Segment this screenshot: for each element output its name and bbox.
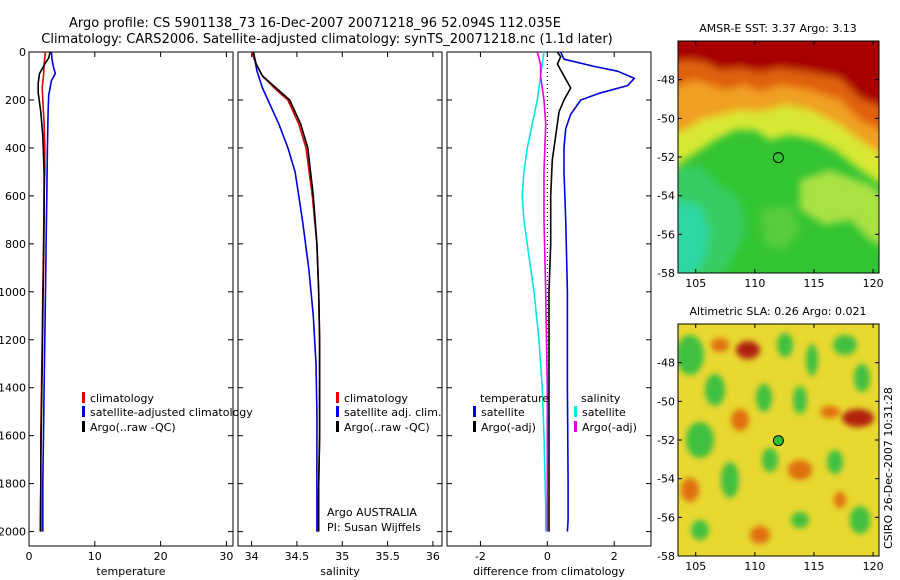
x-tick-label: 0 bbox=[544, 550, 551, 563]
map-x-tick-label: 110 bbox=[744, 560, 765, 573]
series-line-1 bbox=[548, 51, 572, 532]
sla-heat-field bbox=[678, 333, 874, 544]
sst-map-axes: 105 110 115 120 -48 -50 -52 -54 -56 -58 bbox=[657, 41, 884, 290]
salinity-panel: 34 34.5 35 35.5 36 salinity climatologysatelli… bbox=[237, 51, 443, 578]
legend-swatch bbox=[574, 421, 577, 432]
x-tick-label: -2 bbox=[475, 550, 486, 563]
x-tick-label: 36 bbox=[426, 550, 440, 563]
sla-argo-marker bbox=[772, 435, 784, 447]
x-tick-label: 34.5 bbox=[285, 550, 310, 563]
x-tick-label: 35.5 bbox=[375, 550, 400, 563]
timestamp-label: CSIRO 26-Dec-2007 10:31:28 bbox=[882, 387, 895, 549]
y-tick-label: 400 bbox=[5, 142, 26, 155]
legend-heading-salinity: salinity bbox=[581, 392, 621, 405]
series-line-2 bbox=[252, 51, 321, 532]
legend-swatch bbox=[82, 392, 85, 403]
plot-frame bbox=[28, 51, 234, 547]
y-tick-label: 1000 bbox=[0, 286, 26, 299]
sst-map: AMSR-E SST: 3.37 Argo: 3.13 105 110 115 120… bbox=[657, 22, 884, 290]
y-tick-label: 0 bbox=[19, 46, 26, 59]
series-line-0 bbox=[559, 51, 636, 532]
map-y-tick-label: -50 bbox=[657, 395, 675, 408]
plot-frame bbox=[446, 51, 652, 547]
map-y-tick-label: -48 bbox=[657, 357, 675, 370]
map-x-tick-label: 120 bbox=[863, 560, 884, 573]
map-y-tick-label: -52 bbox=[657, 151, 675, 164]
legend-swatch bbox=[574, 406, 577, 417]
legend-swatch bbox=[473, 421, 476, 432]
legend-label: climatology bbox=[90, 392, 154, 405]
figure-title-line1: Argo profile: CS 5901138_73 16-Dec-2007 … bbox=[69, 16, 561, 31]
sst-heat-field bbox=[678, 41, 879, 273]
y-tick-label: 1800 bbox=[0, 478, 26, 491]
map-y-tick-label: -50 bbox=[657, 112, 675, 125]
map-x-tick-label: 110 bbox=[744, 277, 765, 290]
x-tick-label: 2 bbox=[611, 550, 618, 563]
y-tick-label: 1600 bbox=[0, 430, 26, 443]
figure-title-line2: Climatology: CARS2006. Satellite-adjuste… bbox=[41, 32, 613, 47]
x-tick-label: 34 bbox=[245, 550, 259, 563]
x-axis-label: salinity bbox=[320, 565, 360, 578]
map-y-tick-label: -54 bbox=[657, 190, 675, 203]
legend-label: Argo(-adj) bbox=[481, 421, 536, 434]
map-x-tick-label: 120 bbox=[863, 277, 884, 290]
sla-map: Altimetric SLA: 0.26 Argo: 0.021 bbox=[657, 305, 884, 573]
map-y-tick-label: -58 bbox=[657, 550, 675, 563]
map-x-tick-label: 105 bbox=[685, 277, 706, 290]
y-tick-label: 2000 bbox=[0, 526, 26, 539]
x-axis-label: temperature bbox=[96, 565, 165, 578]
x-tick-label: 30 bbox=[219, 550, 233, 563]
legend-label: Argo(..raw -QC) bbox=[344, 421, 430, 434]
legend-swatch bbox=[82, 421, 85, 432]
legend-swatch bbox=[473, 406, 476, 417]
y-tick-label: 1200 bbox=[0, 334, 26, 347]
legend-swatch bbox=[82, 406, 85, 417]
legend-label: Argo(-adj) bbox=[582, 421, 637, 434]
sla-map-axes: 105 110 115 120 -48 -50 -52 -54 -56 -58 bbox=[657, 324, 884, 573]
legend-label: satellite bbox=[481, 406, 525, 419]
annotation-argo-australia: Argo AUSTRALIA bbox=[327, 506, 417, 519]
difference-panel: -2 0 2 difference from climatology temperatu… bbox=[446, 51, 652, 578]
x-tick-label: 35 bbox=[335, 550, 349, 563]
map-y-tick-label: -48 bbox=[657, 74, 675, 87]
sla-map-title: Altimetric SLA: 0.26 Argo: 0.021 bbox=[689, 305, 866, 318]
x-axis-label: difference from climatology bbox=[473, 565, 625, 578]
map-y-tick-label: -58 bbox=[657, 267, 675, 280]
y-tick-label: 800 bbox=[5, 238, 26, 251]
map-x-tick-label: 105 bbox=[685, 560, 706, 573]
map-y-tick-label: -56 bbox=[657, 511, 675, 524]
series-line-0 bbox=[250, 51, 321, 532]
series-line-2 bbox=[521, 51, 547, 532]
x-tick-label: 10 bbox=[88, 550, 102, 563]
map-y-tick-label: -52 bbox=[657, 434, 675, 447]
legend-swatch bbox=[336, 421, 339, 432]
legend-label: satellite-adjusted climatology bbox=[90, 406, 253, 419]
legend-swatch bbox=[336, 392, 339, 403]
y-tick-label: 200 bbox=[5, 94, 26, 107]
y-tick-label: 600 bbox=[5, 190, 26, 203]
map-y-tick-label: -56 bbox=[657, 228, 675, 241]
legend-label: Argo(..raw -QC) bbox=[90, 421, 176, 434]
series-line-1 bbox=[41, 51, 57, 532]
series-line-3 bbox=[536, 51, 549, 532]
x-tick-label: 20 bbox=[154, 550, 168, 563]
legend-label: satellite bbox=[582, 406, 626, 419]
annotation-pi: PI: Susan Wijffels bbox=[327, 521, 421, 534]
legend-swatch bbox=[336, 406, 339, 417]
series-line-1 bbox=[252, 51, 318, 532]
x-tick-label: 0 bbox=[26, 550, 33, 563]
legend-heading-temperature: temperature bbox=[480, 392, 549, 405]
y-tick-label: 1400 bbox=[0, 382, 26, 395]
legend-label: satellite adj. clim. bbox=[344, 406, 441, 419]
legend-label: climatology bbox=[344, 392, 408, 405]
plot-frame bbox=[237, 51, 443, 547]
map-y-tick-label: -54 bbox=[657, 473, 675, 486]
sst-argo-marker bbox=[772, 152, 784, 164]
sst-map-title: AMSR-E SST: 3.37 Argo: 3.13 bbox=[699, 22, 857, 35]
map-x-tick-label: 115 bbox=[803, 560, 824, 573]
series-line-2 bbox=[37, 51, 51, 532]
map-x-tick-label: 115 bbox=[803, 277, 824, 290]
